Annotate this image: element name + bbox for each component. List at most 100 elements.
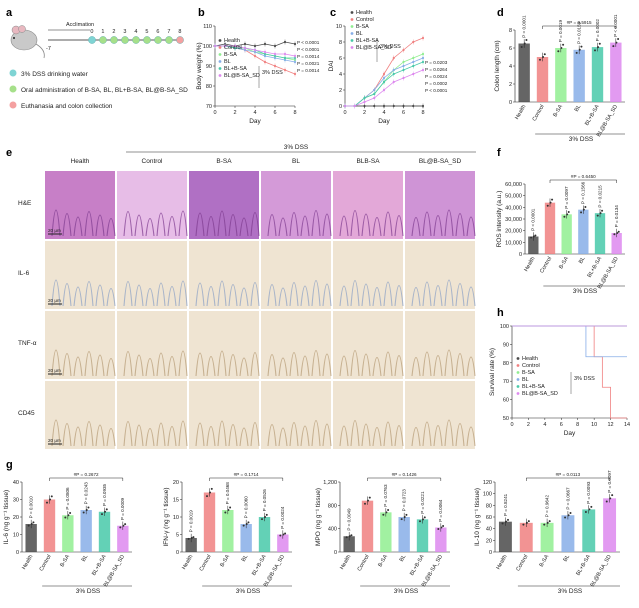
tissue-structure <box>167 425 177 447</box>
bracket-label: #P = 0.0113 <box>556 472 581 477</box>
p-value: P = 0.0097 <box>607 470 612 493</box>
p-value: P = 0.0667 <box>565 487 570 510</box>
data-point <box>522 523 525 526</box>
legend-swatch <box>350 25 354 28</box>
tissue-structure <box>289 282 299 307</box>
p-value: P = 0.0723 <box>402 489 407 512</box>
tissue-structure <box>95 424 105 447</box>
tissue-structure <box>206 425 216 447</box>
micrograph-tile <box>333 171 403 239</box>
data-point <box>534 234 537 237</box>
tissue-structure <box>156 422 166 447</box>
bar-BL+B-SA <box>582 509 596 552</box>
p-value: P < 0.0001 <box>531 208 536 231</box>
legend-entry: Health <box>356 10 372 16</box>
panel-label-b: b <box>198 7 205 19</box>
category-label: B-SA <box>219 554 231 568</box>
tissue-structure <box>433 354 443 377</box>
y-tick-label: 1,200 <box>323 480 337 486</box>
micrograph-tile <box>261 311 331 379</box>
legend-euth-text: Euthanasia and colon collection <box>21 103 113 110</box>
x-tick-label: 6 <box>402 110 405 116</box>
legend-swatch <box>218 60 222 63</box>
data-point <box>580 211 583 214</box>
data-point <box>210 487 213 490</box>
bar-BL <box>240 524 252 552</box>
y-tick-label: 4 <box>339 72 342 78</box>
y-tick-label: 60 <box>503 398 509 404</box>
mouse-icon <box>10 25 45 59</box>
tissue-structure <box>123 211 133 237</box>
legend-entry: BL+B-SA <box>522 384 545 390</box>
category-label: Control <box>39 554 53 572</box>
bar-BL <box>80 510 92 552</box>
p-value: P < 0.0001 <box>297 47 320 52</box>
tissue-structure <box>73 286 83 307</box>
tissue-structure <box>267 283 277 307</box>
significance-bracket <box>549 179 617 183</box>
tissue-structure <box>228 423 238 447</box>
category-label: Health <box>495 554 508 571</box>
tissue-structure <box>278 217 288 237</box>
dss-annotation: 3% DSS <box>380 44 401 50</box>
bar-BL <box>561 515 575 552</box>
data-point <box>418 520 421 523</box>
significance-bracket <box>542 25 617 29</box>
acclimation-label: Acclimation <box>66 22 94 28</box>
data-point <box>575 51 578 54</box>
tissue-structure <box>84 351 94 377</box>
p-value: P = 0.8241 <box>503 493 508 516</box>
data-point <box>100 513 103 516</box>
data-point <box>224 511 227 514</box>
legend-entry: Health <box>522 356 538 362</box>
tissue-structure <box>217 420 227 447</box>
tissue-structure <box>95 214 105 237</box>
legend-swatch <box>350 18 354 21</box>
legend-swatch <box>218 74 222 77</box>
y-tick-label: 0 <box>509 100 512 106</box>
tissue-structure <box>383 281 393 307</box>
legend-oral-swatch <box>9 85 17 93</box>
p-value: P = 0.0014 <box>297 68 320 73</box>
category-label: BL <box>81 554 90 563</box>
data-point <box>615 41 618 44</box>
tissue-structure <box>156 212 166 237</box>
tissue-structure <box>300 285 310 307</box>
tissue-structure <box>156 282 166 307</box>
tissue-structure <box>84 421 94 447</box>
category-label: BL+B-SA <box>251 554 268 577</box>
dss-group-label: 3% DSS <box>236 588 261 595</box>
chart-colon-length: 0 2 4 6 8 Colon length (cm) Health P = 0.0001 Co… <box>494 14 625 143</box>
data-point <box>567 514 570 517</box>
tissue-structure <box>289 422 299 447</box>
tissue-structure <box>372 356 382 377</box>
x-tick-label: 4 <box>382 110 385 116</box>
timeline-day-dot <box>121 36 129 44</box>
x-tick-label: 4 <box>253 110 256 116</box>
data-point <box>525 521 528 524</box>
column-header: Control <box>142 158 164 165</box>
tissue-structure <box>466 356 476 377</box>
data-point <box>49 498 52 501</box>
data-point <box>422 518 425 521</box>
legend-swatch <box>218 39 222 42</box>
x-tick-label: 2 <box>527 422 530 428</box>
category-label: Health <box>339 554 352 571</box>
category-label: BL+B-SA <box>587 256 604 279</box>
data-point <box>523 42 526 45</box>
tissue-structure <box>455 282 465 307</box>
y-tick-label: 8 <box>509 28 512 34</box>
legend-swatch <box>516 378 520 381</box>
category-label: B-SA <box>377 554 389 568</box>
dss-group-label: 3% DSS <box>558 588 583 595</box>
y-tick-label: 6 <box>339 56 342 62</box>
y-tick-label: 100 <box>203 44 212 50</box>
data-point <box>348 535 351 538</box>
y-tick-label: 6 <box>509 46 512 52</box>
y-tick-label: 15 <box>173 498 179 504</box>
y-tick-label: 2 <box>509 82 512 88</box>
bar-Health <box>528 236 539 254</box>
tissue-structure <box>134 424 144 447</box>
data-point <box>122 524 125 527</box>
data-point <box>437 527 440 530</box>
